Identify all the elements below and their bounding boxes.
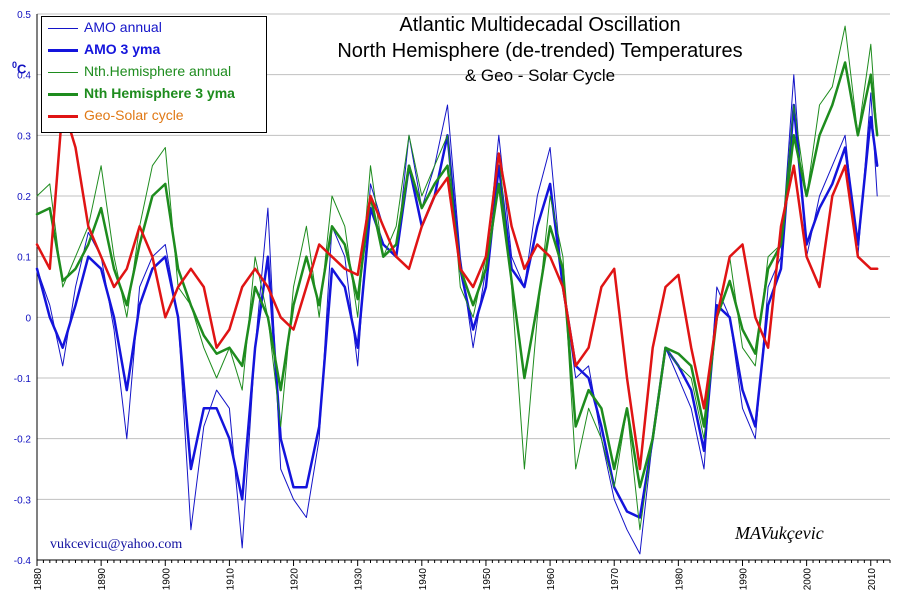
legend-label: Geo-Solar cycle bbox=[84, 107, 184, 123]
x-tick-label: 1910 bbox=[225, 568, 236, 591]
y-tick-label: 0.4 bbox=[17, 71, 31, 82]
x-tick-label: 1880 bbox=[33, 568, 44, 591]
legend-item-amo-3yma: AMO 3 yma bbox=[42, 40, 266, 61]
y-tick-label: 0.2 bbox=[17, 192, 31, 203]
x-tick-label: 2010 bbox=[867, 568, 878, 591]
x-tick-label: 1890 bbox=[97, 568, 108, 591]
legend-swatch bbox=[48, 93, 78, 96]
series-line-0 bbox=[36, 74, 878, 555]
legend-label: Nth.Hemisphere annual bbox=[84, 63, 232, 79]
title-line-2: North Hemisphere (de-trended) Temperatur… bbox=[337, 40, 743, 62]
x-tick-label: 1940 bbox=[418, 568, 429, 591]
title-line-3: & Geo - Solar Cycle bbox=[464, 66, 616, 85]
y-tick-label: -0.1 bbox=[14, 374, 32, 385]
x-tick-label: 2000 bbox=[803, 568, 814, 591]
x-tick-label: 1950 bbox=[482, 568, 493, 591]
chart-title: Atlantic Multidecadal Oscillation North … bbox=[290, 12, 790, 88]
legend-swatch bbox=[48, 115, 78, 118]
x-tick-label: 1960 bbox=[546, 568, 557, 591]
y-tick-label: -0.3 bbox=[14, 495, 32, 506]
title-line-1: Atlantic Multidecadal Oscillation bbox=[399, 14, 681, 36]
y-tick-label: 0.5 bbox=[17, 10, 31, 21]
y-unit-label: 0C bbox=[12, 60, 27, 77]
legend-swatch bbox=[48, 49, 78, 52]
legend-label: Nth Hemisphere 3 yma bbox=[84, 85, 235, 101]
x-tick-label: 1990 bbox=[738, 568, 749, 591]
legend-label: AMO annual bbox=[84, 19, 162, 35]
legend-item-amo-annual: AMO annual bbox=[42, 18, 266, 39]
y-tick-label: -0.4 bbox=[14, 556, 32, 567]
legend-swatch bbox=[48, 72, 78, 73]
x-tick-label: 1930 bbox=[354, 568, 365, 591]
legend: AMO annual AMO 3 yma Nth.Hemisphere annu… bbox=[41, 16, 267, 133]
legend-item-nh-3yma: Nth Hemisphere 3 yma bbox=[42, 84, 266, 105]
legend-item-geo-solar: Geo-Solar cycle bbox=[42, 106, 266, 127]
y-tick-label: 0.3 bbox=[17, 131, 31, 142]
y-tick-label: -0.2 bbox=[14, 435, 32, 446]
legend-label: AMO 3 yma bbox=[84, 41, 161, 57]
author-signature: MAVukçevic bbox=[735, 523, 824, 543]
x-tick-label: 1900 bbox=[161, 568, 172, 591]
y-tick-label: 0.1 bbox=[17, 253, 31, 264]
y-tick-label: 0 bbox=[25, 313, 31, 324]
legend-item-nh-annual: Nth.Hemisphere annual bbox=[42, 62, 266, 83]
x-tick-label: 1970 bbox=[610, 568, 621, 591]
author-email: vukcevicu@yahoo.com bbox=[50, 537, 183, 552]
series-line-4 bbox=[35, 103, 879, 471]
legend-swatch bbox=[48, 28, 78, 29]
x-tick-label: 1980 bbox=[674, 568, 685, 591]
x-tick-label: 1920 bbox=[290, 568, 301, 591]
